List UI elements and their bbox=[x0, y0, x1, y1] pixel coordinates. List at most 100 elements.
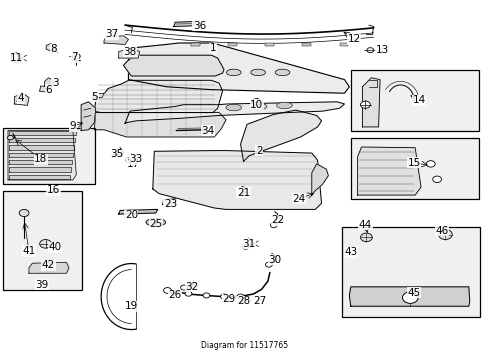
Text: 26: 26 bbox=[168, 291, 182, 301]
Polygon shape bbox=[92, 93, 104, 98]
Text: 15: 15 bbox=[407, 158, 420, 168]
Text: 13: 13 bbox=[375, 45, 388, 55]
Circle shape bbox=[203, 293, 209, 298]
Circle shape bbox=[426, 161, 434, 167]
Circle shape bbox=[242, 244, 248, 249]
Text: 6: 6 bbox=[45, 85, 52, 95]
Circle shape bbox=[7, 135, 13, 140]
Circle shape bbox=[360, 233, 371, 242]
Text: 44: 44 bbox=[358, 220, 371, 230]
Bar bbox=[3, 191, 82, 291]
Polygon shape bbox=[240, 110, 321, 161]
Bar bbox=[227, 42, 236, 45]
Circle shape bbox=[252, 99, 261, 105]
Text: 28: 28 bbox=[236, 296, 250, 306]
Text: 32: 32 bbox=[185, 282, 198, 292]
Text: 40: 40 bbox=[49, 242, 62, 252]
Text: 30: 30 bbox=[267, 255, 281, 265]
Text: 7: 7 bbox=[71, 52, 78, 62]
Text: 29: 29 bbox=[222, 294, 235, 304]
Text: 27: 27 bbox=[253, 296, 266, 306]
Ellipse shape bbox=[225, 104, 241, 111]
Bar bbox=[339, 42, 347, 45]
Bar bbox=[3, 128, 95, 184]
Text: 33: 33 bbox=[129, 154, 142, 164]
Text: 2: 2 bbox=[255, 145, 262, 156]
Text: 41: 41 bbox=[22, 246, 36, 256]
Circle shape bbox=[40, 239, 51, 248]
Text: 22: 22 bbox=[270, 215, 284, 225]
Circle shape bbox=[237, 294, 244, 299]
Circle shape bbox=[432, 176, 441, 183]
Bar bbox=[190, 42, 199, 45]
Circle shape bbox=[180, 285, 187, 290]
Text: 37: 37 bbox=[105, 30, 118, 39]
Text: 20: 20 bbox=[124, 210, 138, 220]
Polygon shape bbox=[40, 86, 48, 92]
Text: 16: 16 bbox=[47, 185, 60, 195]
Bar bbox=[264, 42, 273, 45]
Text: 8: 8 bbox=[50, 44, 57, 54]
Circle shape bbox=[220, 294, 227, 299]
Ellipse shape bbox=[276, 102, 292, 109]
Polygon shape bbox=[119, 48, 140, 58]
Polygon shape bbox=[9, 145, 74, 150]
Text: Diagram for 11517765: Diagram for 11517765 bbox=[201, 341, 287, 350]
Text: 31: 31 bbox=[241, 239, 255, 249]
Ellipse shape bbox=[146, 219, 165, 226]
Polygon shape bbox=[104, 36, 128, 44]
Circle shape bbox=[19, 210, 29, 217]
Text: 24: 24 bbox=[292, 194, 305, 204]
Circle shape bbox=[265, 262, 272, 267]
Bar bbox=[350, 138, 478, 199]
Polygon shape bbox=[9, 167, 71, 172]
Polygon shape bbox=[348, 287, 469, 306]
Text: 5: 5 bbox=[91, 92, 98, 102]
Text: 17: 17 bbox=[126, 159, 140, 169]
Text: 42: 42 bbox=[42, 260, 55, 270]
Text: 11: 11 bbox=[10, 53, 23, 63]
Text: 35: 35 bbox=[110, 149, 123, 159]
Text: 3: 3 bbox=[52, 78, 59, 88]
Text: 18: 18 bbox=[34, 154, 47, 164]
Polygon shape bbox=[162, 199, 176, 204]
Polygon shape bbox=[362, 78, 379, 127]
Circle shape bbox=[72, 53, 80, 59]
Text: 34: 34 bbox=[201, 126, 214, 135]
Text: 36: 36 bbox=[193, 21, 206, 31]
Polygon shape bbox=[119, 210, 158, 214]
Text: 14: 14 bbox=[411, 95, 425, 105]
Circle shape bbox=[402, 292, 417, 303]
Polygon shape bbox=[123, 55, 224, 76]
Polygon shape bbox=[9, 160, 72, 165]
Text: 4: 4 bbox=[18, 93, 24, 103]
Polygon shape bbox=[9, 153, 73, 157]
Circle shape bbox=[184, 291, 191, 296]
Polygon shape bbox=[46, 44, 55, 51]
Polygon shape bbox=[14, 93, 29, 105]
Polygon shape bbox=[94, 80, 222, 113]
Ellipse shape bbox=[226, 69, 241, 76]
Polygon shape bbox=[357, 147, 420, 195]
Ellipse shape bbox=[250, 69, 265, 76]
Text: 39: 39 bbox=[36, 280, 49, 290]
Circle shape bbox=[163, 288, 171, 293]
Text: 43: 43 bbox=[344, 247, 357, 257]
Text: 45: 45 bbox=[407, 288, 420, 298]
Text: 23: 23 bbox=[163, 199, 177, 210]
Text: 1: 1 bbox=[209, 43, 216, 53]
Bar bbox=[350, 70, 478, 131]
Text: 10: 10 bbox=[250, 100, 263, 110]
Circle shape bbox=[360, 101, 369, 108]
Polygon shape bbox=[125, 102, 344, 123]
Ellipse shape bbox=[275, 69, 289, 76]
Polygon shape bbox=[94, 113, 225, 137]
Polygon shape bbox=[8, 131, 76, 180]
Ellipse shape bbox=[251, 103, 266, 110]
Polygon shape bbox=[153, 150, 321, 210]
Polygon shape bbox=[9, 131, 76, 135]
Polygon shape bbox=[128, 43, 348, 93]
Polygon shape bbox=[9, 175, 70, 179]
Text: 12: 12 bbox=[347, 34, 360, 44]
Text: 46: 46 bbox=[434, 226, 447, 236]
